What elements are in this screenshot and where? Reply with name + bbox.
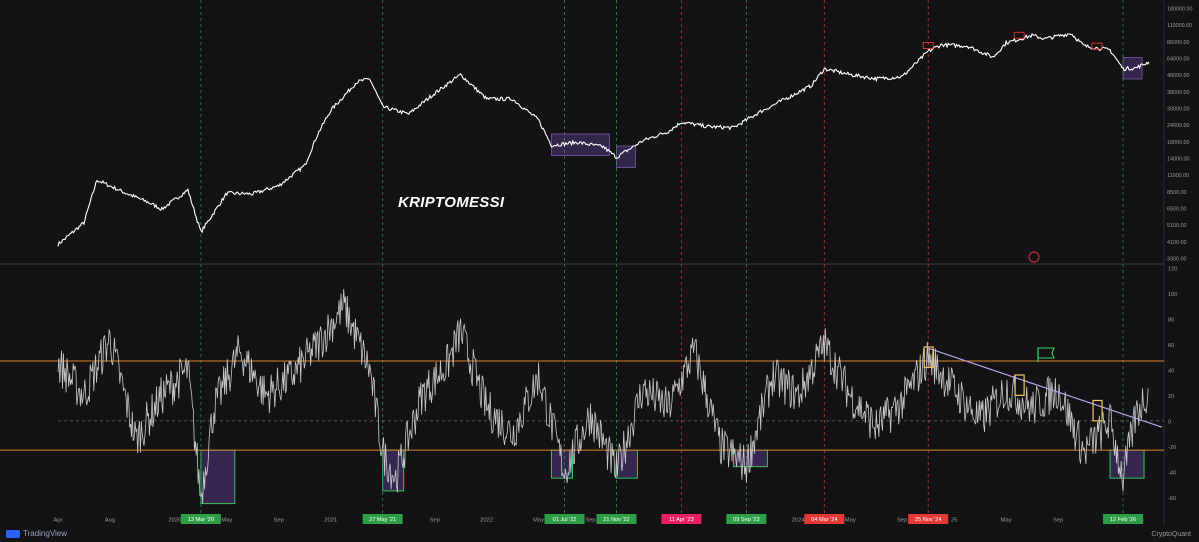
x-axis-label: Sep bbox=[585, 518, 595, 524]
tradingview-logo[interactable]: TradingView bbox=[6, 529, 67, 538]
price-tick-label: 38000.00 bbox=[1167, 90, 1189, 96]
event-marker-badge bbox=[1103, 514, 1144, 524]
event-marker-label: 25 Nov '24 bbox=[915, 517, 942, 523]
event-lines-layer bbox=[200, 0, 1124, 515]
band-lines-layer bbox=[0, 360, 1164, 451]
oscillator-tick-label: 0 bbox=[1168, 419, 1171, 425]
event-marker-label: 11 Apr '23 bbox=[669, 517, 694, 523]
price-tick-label: 3300.00 bbox=[1167, 257, 1187, 263]
x-axis-label: 2020 bbox=[168, 518, 181, 524]
price-tick-label: 24000.00 bbox=[1167, 123, 1189, 129]
x-axis-label: Sep bbox=[1053, 518, 1063, 524]
event-marker-badge bbox=[908, 514, 949, 524]
descending-trendline bbox=[928, 347, 1163, 428]
event-marker-badge bbox=[596, 514, 637, 524]
price-series-line bbox=[57, 32, 1150, 247]
oscillator-tick-label: -60 bbox=[1168, 496, 1176, 502]
x-axis-label: May bbox=[221, 518, 232, 524]
x-axis-label: May bbox=[1001, 518, 1012, 524]
event-marker-badge bbox=[362, 514, 403, 524]
oscillator-tick-label: 40 bbox=[1168, 368, 1174, 374]
oscillator-tick-label: 60 bbox=[1168, 343, 1174, 349]
oscillator-tick-label: 80 bbox=[1168, 317, 1174, 323]
oscillator-tick-label: 120 bbox=[1168, 267, 1177, 273]
event-marker-badge bbox=[726, 514, 767, 524]
oscillator-series-line bbox=[57, 288, 1149, 504]
price-zone-layer bbox=[551, 57, 1143, 168]
price-top-marker bbox=[1013, 31, 1025, 39]
event-marker-label: 21 Nov '22 bbox=[603, 517, 630, 523]
event-marker-label: 13 Mar '20 bbox=[188, 517, 214, 523]
oscillator-y-axis: 120 100 80 60 40 20 0 -20 -40 -60 bbox=[1168, 267, 1177, 502]
event-marker-badge bbox=[804, 514, 845, 524]
oscillator-tick-label: 20 bbox=[1168, 394, 1174, 400]
grid-layer bbox=[0, 0, 1165, 525]
price-tick-label: 18000.00 bbox=[1167, 140, 1189, 146]
price-y-axis: 180000.00 110000.00 86000.00 64000.00 48000.… bbox=[1167, 7, 1192, 263]
alert-circle-icon bbox=[1028, 251, 1040, 263]
x-axis-label: Sep bbox=[897, 518, 907, 524]
event-marker-label: 09 Sep '23 bbox=[733, 517, 760, 523]
peak-highlight-box bbox=[923, 346, 934, 368]
price-tick-label: 110000.00 bbox=[1167, 23, 1192, 29]
x-axis-label: Sep bbox=[274, 518, 284, 524]
oscillator-bottom-zone bbox=[616, 449, 638, 479]
price-tick-label: 6500.00 bbox=[1167, 207, 1187, 213]
price-tick-label: 5100.00 bbox=[1167, 223, 1187, 229]
oscillator-tick-label: -20 bbox=[1168, 445, 1176, 451]
oscillator-zone-layer bbox=[200, 449, 1145, 505]
x-axis-label: 2024 bbox=[792, 518, 806, 524]
event-marker-label: 01 Jul '22 bbox=[553, 517, 577, 523]
price-tick-label: 64000.00 bbox=[1167, 57, 1189, 63]
price-tick-label: 4100.00 bbox=[1167, 240, 1187, 246]
price-tick-label: 180000.00 bbox=[1167, 7, 1192, 13]
watermark-text: KRIPTOMESSI bbox=[398, 194, 505, 211]
flag-icon-body bbox=[1037, 347, 1055, 359]
oscillator-bottom-zone bbox=[200, 449, 236, 505]
x-axis-label: Aug bbox=[105, 518, 115, 524]
price-tick-label: 11000.00 bbox=[1167, 173, 1189, 179]
event-marker-layer: 13 Mar '20 27 May '21 01 Jul '22 21 Nov '22… bbox=[180, 514, 1144, 524]
event-marker-label: 12 Feb '26 bbox=[1110, 517, 1136, 523]
event-marker-label: 27 May '21 bbox=[369, 517, 396, 523]
peak-highlight-box bbox=[1092, 399, 1103, 422]
price-tick-label: 48000.00 bbox=[1167, 73, 1189, 79]
x-axis-label: May bbox=[533, 518, 544, 524]
tradingview-brand-label: TradingView bbox=[23, 529, 68, 538]
x-axis-label: Sep bbox=[429, 518, 439, 524]
x-axis-label: 2021 bbox=[324, 518, 337, 524]
peak-highlight-box bbox=[1014, 374, 1025, 396]
price-top-marker bbox=[922, 42, 934, 49]
event-marker-badge bbox=[661, 514, 702, 524]
oscillator-tick-label: 100 bbox=[1168, 292, 1177, 298]
annotation-layer bbox=[922, 31, 1163, 428]
price-tick-label: 30000.00 bbox=[1167, 107, 1189, 113]
oscillator-tick-label: -40 bbox=[1168, 470, 1176, 476]
x-axis-label: Apr bbox=[53, 518, 62, 524]
event-marker-badge bbox=[544, 514, 585, 524]
x-axis-label: 2022 bbox=[480, 518, 493, 524]
price-consolidation-zone bbox=[551, 133, 610, 156]
x-axis-label: May bbox=[845, 518, 856, 524]
indicator-credit: CryptoQuant bbox=[1151, 531, 1191, 538]
x-axis-label: 25 bbox=[951, 518, 957, 524]
price-tick-label: 86000.00 bbox=[1167, 40, 1189, 46]
price-tick-label: 8500.00 bbox=[1167, 190, 1187, 196]
tradingview-logo-icon bbox=[6, 529, 20, 538]
event-marker-label: 04 Mar '24 bbox=[811, 517, 837, 523]
price-top-marker bbox=[1091, 42, 1103, 50]
event-marker-badge bbox=[180, 514, 221, 524]
price-tick-label: 14000.00 bbox=[1167, 157, 1189, 163]
